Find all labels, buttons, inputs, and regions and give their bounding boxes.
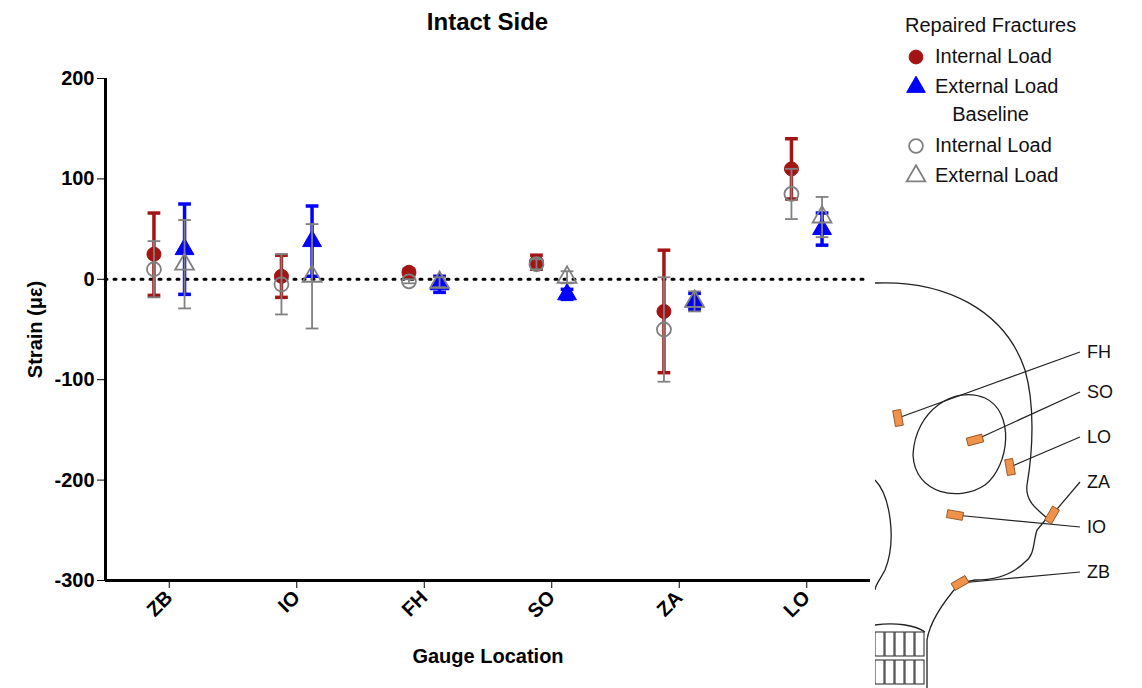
svg-text:FH: FH [397,586,431,620]
svg-text:0: 0 [83,268,94,290]
html-text:Internal Load: Internal Load [935,44,1052,67]
svg-text:IO: IO [1087,517,1106,537]
html-text:Repaired Fractures: Repaired Fractures [905,14,1077,36]
html-text:External Load: External Load [935,74,1059,97]
svg-text:ZA: ZA [1087,472,1110,492]
html-text:Intact Side: Intact Side [426,8,549,35]
svg-text:FH: FH [1087,342,1111,362]
svg-text:Strain (με): Strain (με) [24,281,46,378]
svg-text:LO: LO [1087,427,1111,447]
svg-text:ZA: ZA [652,586,686,620]
svg-text:SO: SO [1087,382,1113,402]
svg-text:SO: SO [523,586,559,622]
svg-text:-300: -300 [54,569,94,591]
html-text:Baseline: Baseline [952,103,1029,125]
svg-text:IO: IO [274,586,304,616]
svg-text:ZB: ZB [142,586,176,620]
html-text:Internal Load: Internal Load [935,133,1052,156]
svg-text:-100: -100 [54,368,94,390]
svg-text:Gauge Location: Gauge Location [412,645,563,667]
svg-text:-200: -200 [54,469,94,491]
svg-text:100: 100 [61,167,94,189]
svg-text:LO: LO [779,586,814,621]
svg-text:200: 200 [61,67,94,89]
svg-text:ZB: ZB [1087,562,1110,582]
html-text:External Load: External Load [935,163,1059,186]
